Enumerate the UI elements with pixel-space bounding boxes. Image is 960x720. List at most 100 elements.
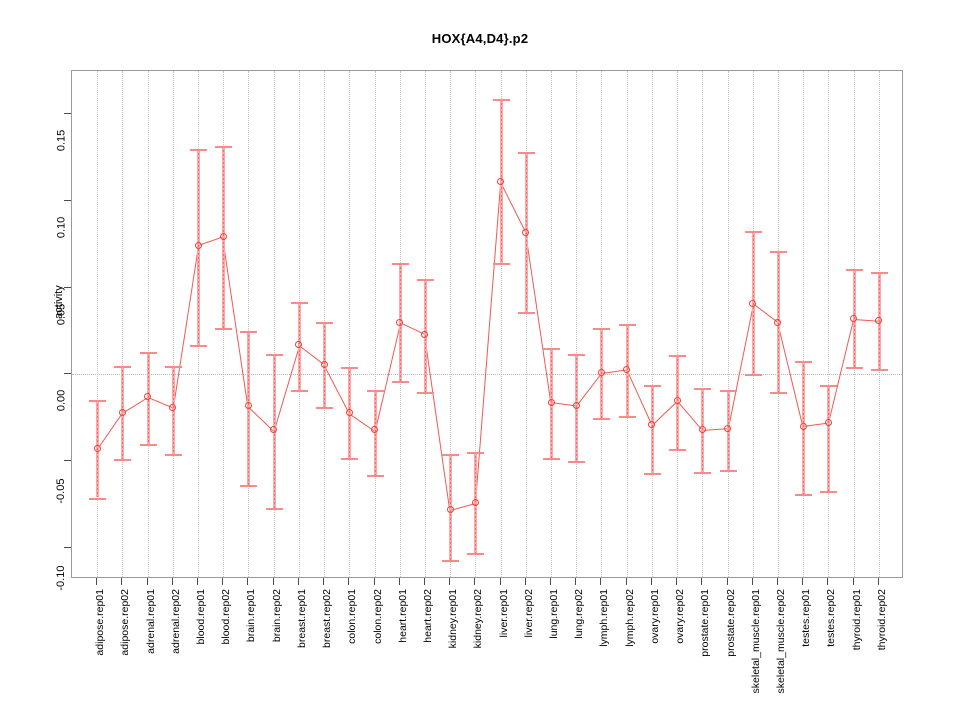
data-point-marker[interactable] [244,402,252,410]
y-axis-tick [64,546,71,548]
error-bar-cap-upper [543,348,561,351]
x-axis-tick [222,578,224,585]
error-bar-cap-lower [643,473,661,476]
y-axis-tick [64,373,71,375]
error-bar-cap-upper [517,152,535,155]
data-point-marker[interactable] [295,341,303,349]
x-axis-tick [398,578,400,585]
data-point-marker[interactable] [446,506,454,514]
x-axis-tick-label: skeletal_muscle.rep02 [774,589,787,694]
data-point-marker[interactable] [799,422,807,430]
x-axis-tick [272,578,274,585]
vertical-gridline [97,71,99,577]
series-segment [576,372,603,407]
vertical-gridline [651,71,653,577]
data-point-marker[interactable] [547,398,555,406]
data-point-marker[interactable] [194,241,202,249]
x-axis-tick-label: kidney.rep01 [447,589,460,649]
error-bar-cap-upper [568,353,586,356]
x-axis-tick-label: ovary.rep02 [674,589,687,644]
data-point-marker[interactable] [597,369,605,377]
x-axis-tick [499,578,501,585]
data-point-marker[interactable] [219,233,227,241]
error-bar-stem [651,384,653,474]
error-bar-stem [828,384,830,491]
error-bar-cap-lower [215,327,233,330]
data-point-marker[interactable] [320,360,328,368]
series-segment [172,245,200,408]
data-point-marker[interactable] [673,396,681,404]
vertical-gridline [551,71,553,577]
x-axis-tick-label: skeletal_muscle.rep01 [749,589,762,694]
data-point-marker[interactable] [623,365,631,373]
data-point-marker[interactable] [774,318,782,326]
x-axis-tick [323,578,325,585]
plot-area [71,70,903,578]
vertical-gridline [374,71,376,577]
series-segment [423,334,451,510]
series-segment [776,322,804,427]
error-bar-cap-lower [391,381,409,384]
data-point-marker[interactable] [572,402,580,410]
vertical-gridline [601,71,603,577]
x-axis-tick [827,578,829,585]
x-axis-tick [625,578,627,585]
vertical-gridline [349,71,351,577]
data-point-marker[interactable] [875,317,883,325]
y-axis-tick [64,113,71,115]
error-bar-cap-upper [290,301,308,304]
data-point-marker[interactable] [724,424,731,432]
data-point-marker[interactable] [471,499,479,507]
data-point-marker[interactable] [522,228,530,236]
x-axis-tick-label: lung.rep02 [573,589,586,639]
series-segment [524,232,552,403]
series-segment [273,344,300,431]
x-axis-tick-label: lung.rep01 [548,589,561,639]
data-point-marker[interactable] [371,426,379,434]
x-axis-tick [247,578,249,585]
data-point-marker[interactable] [698,426,706,434]
data-point-marker[interactable] [144,393,152,401]
data-point-marker[interactable] [749,299,757,307]
error-bar-cap-lower [492,263,510,266]
data-point-marker[interactable] [396,318,404,326]
data-point-marker[interactable] [850,315,858,323]
y-axis-tick-label: -0.10 [55,565,67,591]
x-axis-tick-label: lymph.rep02 [623,589,636,647]
vertical-gridline [475,71,477,577]
x-axis-tick [751,578,753,585]
x-axis-tick-label: thyroid.rep01 [850,589,863,651]
x-axis-tick [197,578,199,585]
data-layer [72,71,902,577]
data-point-marker[interactable] [169,403,177,411]
series-segment [727,303,754,429]
error-bar-cap-lower [694,471,712,474]
error-bar-cap-upper [618,324,636,327]
error-bar-cap-upper [139,351,157,354]
error-bar-cap-lower [341,457,359,460]
data-point-marker[interactable] [824,419,832,427]
data-point-marker[interactable] [648,421,656,429]
x-axis-tick-label: adrenal.rep02 [169,589,182,654]
x-axis-tick [852,578,854,585]
data-point-marker[interactable] [421,331,429,339]
x-axis-tick [575,578,577,585]
data-point-marker[interactable] [270,426,278,434]
error-bar-cap-lower [89,497,107,500]
error-bar-cap-lower [669,448,687,451]
data-point-marker[interactable] [93,445,101,453]
data-point-marker[interactable] [118,409,126,417]
x-axis-tick-label: breast.rep01 [295,589,308,648]
x-axis-tick-label: prostate.rep01 [699,589,712,657]
series-segment [222,236,249,406]
x-axis-tick-label: prostate.rep02 [724,589,737,657]
x-axis-tick-label: adipose.rep01 [94,589,107,656]
error-bar-cap-lower [114,459,132,462]
data-point-marker[interactable] [345,409,353,417]
x-axis-tick-label: lymph.rep01 [598,589,611,647]
error-bar-cap-lower [139,443,157,446]
x-axis-tick [96,578,98,585]
data-point-marker[interactable] [497,178,505,186]
error-bar-cap-lower [190,344,208,347]
